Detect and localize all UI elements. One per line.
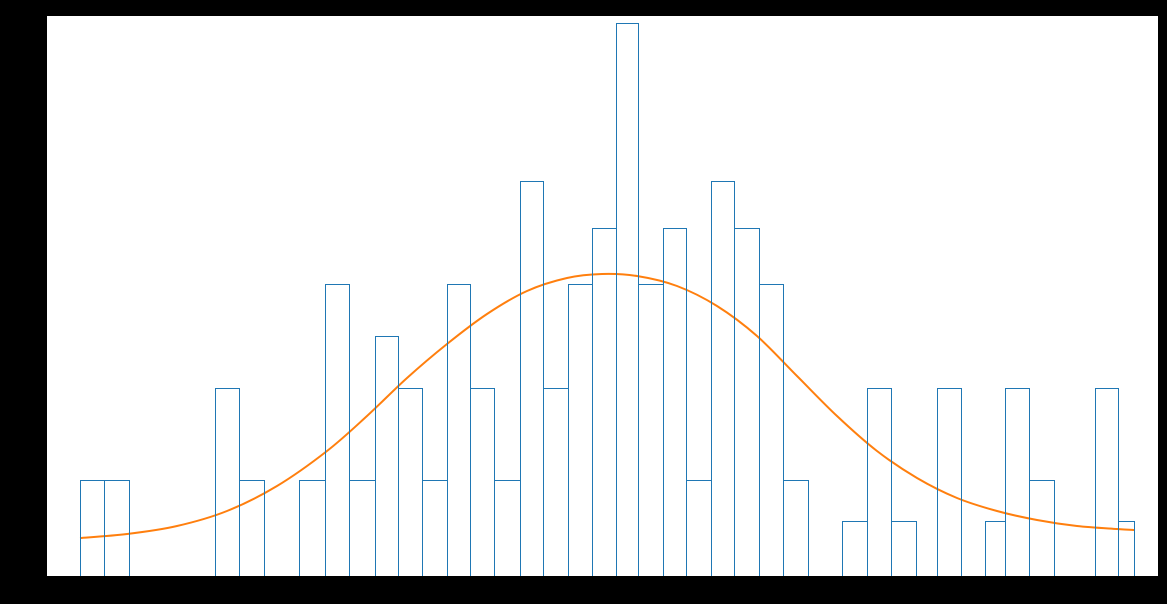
histogram-bar bbox=[471, 388, 495, 576]
histogram-bar bbox=[639, 284, 663, 576]
histogram-bar bbox=[842, 521, 867, 576]
histogram-bar bbox=[544, 388, 568, 576]
histogram-bar bbox=[735, 228, 760, 576]
histogram-bar bbox=[784, 480, 809, 576]
histogram-bar bbox=[350, 480, 375, 576]
histogram-bar bbox=[937, 388, 962, 576]
histogram-bar bbox=[240, 480, 265, 576]
histogram-bar bbox=[1095, 388, 1119, 576]
histogram-bar bbox=[867, 388, 892, 576]
chart-plot-area bbox=[47, 16, 1158, 576]
histogram-bar bbox=[711, 181, 735, 576]
histogram-bar bbox=[299, 480, 325, 576]
histogram-bar bbox=[1005, 388, 1030, 576]
histogram-bar bbox=[325, 284, 350, 576]
histogram-bar bbox=[568, 284, 592, 576]
histogram-bar bbox=[105, 480, 130, 576]
histogram-bar bbox=[447, 284, 471, 576]
histogram-bar bbox=[399, 388, 423, 576]
histogram-bar bbox=[663, 228, 687, 576]
histogram-bar bbox=[520, 181, 544, 576]
histogram-bar bbox=[80, 480, 105, 576]
histogram-bar bbox=[687, 480, 711, 576]
histogram-bar bbox=[1119, 521, 1135, 576]
histogram-bar bbox=[592, 228, 616, 576]
histogram-bar bbox=[892, 521, 917, 576]
histogram-bar bbox=[616, 23, 639, 576]
histogram-bar bbox=[375, 336, 399, 576]
histogram-bar bbox=[1030, 480, 1055, 576]
histogram-bar bbox=[760, 284, 784, 576]
histogram-bar bbox=[495, 480, 520, 576]
histogram-bar bbox=[423, 480, 447, 576]
histogram-bar bbox=[215, 388, 240, 576]
histogram-bar bbox=[985, 521, 1005, 576]
